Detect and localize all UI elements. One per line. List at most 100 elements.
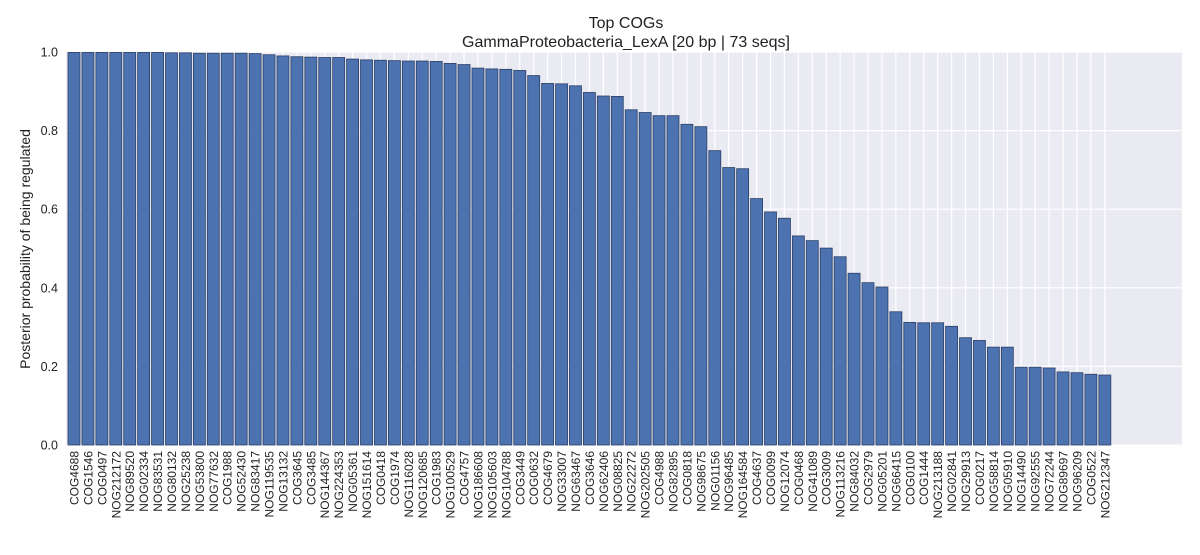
x-tick-label: NOG83417	[249, 451, 263, 512]
bar-COG0099	[764, 211, 777, 446]
x-tick-label: COG1444	[917, 451, 931, 505]
bar-COG0632	[527, 75, 541, 446]
x-tick-label: NOG22272	[625, 451, 639, 512]
bar-COG4988	[652, 115, 666, 446]
x-tick-label: NOG144367	[318, 451, 332, 519]
x-tick-label: NOG96485	[722, 451, 736, 512]
bar-COG0468	[791, 235, 805, 446]
bar-COG0418	[374, 59, 387, 446]
x-tick-label: NOG84032	[848, 451, 862, 512]
x-tick-label: NOG120685	[416, 451, 430, 519]
x-tick-label: NOG89697	[1057, 451, 1071, 512]
bar-NOG05361	[346, 58, 360, 446]
x-tick-label: NOG53800	[193, 451, 207, 512]
x-tick-label: NOG62406	[597, 451, 611, 512]
x-tick-label: NOG29913	[959, 451, 973, 512]
y-tick-label: 0.8	[41, 124, 58, 138]
bar-NOG224353	[332, 57, 346, 446]
x-tick-label: NOG213188	[931, 451, 945, 519]
x-tick-label: NOG89520	[123, 451, 137, 512]
bar-NOG52430	[234, 52, 248, 446]
bar-NOG53800	[192, 52, 206, 446]
bar-COG3449	[513, 70, 527, 446]
x-tick-label: NOG12074	[778, 451, 792, 512]
bar-NOG02334	[137, 51, 151, 446]
x-tick-label: NOG63467	[569, 451, 583, 512]
x-tick-label: NOG72244	[1043, 451, 1057, 512]
x-tick-label: NOG164584	[736, 451, 750, 519]
bar-COG1988	[220, 52, 234, 446]
x-tick-label: COG1974	[388, 451, 402, 505]
bar-NOG84032	[847, 272, 861, 446]
bar-COG0100	[903, 321, 917, 446]
x-tick-label: NOG82895	[666, 451, 680, 512]
y-tick-label: 1.0	[41, 46, 58, 60]
x-tick-label: NOG02841	[945, 451, 959, 512]
bar-NOG22272	[624, 109, 638, 446]
x-tick-label: NOG52430	[235, 451, 249, 512]
y-axis-label: Posterior probability of being regulated	[17, 129, 33, 369]
x-tick-label: COG0818	[680, 451, 694, 505]
bar-NOG83531	[151, 51, 164, 446]
x-tick-label: NOG01156	[708, 451, 722, 511]
bar-NOG83417	[248, 53, 262, 446]
x-tick-label: COG3009	[820, 451, 834, 505]
bar-COG2979	[861, 282, 875, 446]
x-tick-label: NOG96209	[1070, 451, 1084, 512]
x-tick-label: NOG119535	[263, 451, 277, 518]
bar-COG3646	[583, 92, 596, 446]
bar-COG0217	[973, 340, 986, 446]
x-tick-label: NOG100529	[444, 451, 458, 519]
bar-NOG14490	[1014, 366, 1028, 446]
bar-NOG12074	[778, 217, 791, 446]
y-tick-label: 0.4	[41, 281, 58, 295]
x-tick-label: COG4757	[458, 451, 472, 505]
x-tick-label: COG4637	[750, 451, 764, 505]
x-tick-label: NOG212347	[1098, 451, 1112, 519]
bar-COG0818	[680, 123, 694, 446]
bar-NOG63467	[569, 85, 582, 446]
x-tick-label: NOG13132	[276, 451, 290, 512]
x-tick-label: NOG14490	[1015, 451, 1029, 512]
bar-NOG01156	[708, 150, 722, 446]
chart-subtitle: GammaProteobacteria_LexA [20 bp | 73 seq…	[462, 34, 790, 51]
x-tick-label: NOG02334	[137, 451, 151, 512]
bar-NOG05910	[1000, 346, 1014, 446]
x-tick-label: NOG92555	[1029, 451, 1043, 512]
x-tick-label: NOG05201	[875, 451, 889, 512]
bar-NOG105603	[485, 68, 499, 446]
x-tick-label: NOG41089	[806, 451, 820, 512]
bar-COG3009	[819, 247, 833, 446]
x-tick-label: COG1983	[430, 451, 444, 505]
bar-NOG05201	[875, 286, 889, 446]
x-tick-label: NOG25238	[179, 451, 193, 512]
bar-NOG104788	[499, 68, 513, 446]
x-tick-label: NOG33007	[555, 451, 569, 512]
bar-NOG77632	[206, 52, 220, 446]
x-tick-label: NOG80132	[165, 451, 179, 512]
bar-NOG96209	[1070, 372, 1084, 446]
x-tick-label: COG3646	[583, 451, 597, 505]
x-tick-label: COG0418	[374, 451, 388, 505]
bar-NOG144367	[318, 57, 332, 446]
y-tick-label: 0.2	[41, 360, 58, 374]
bar-COG4679	[541, 83, 555, 446]
x-tick-label: NOG151614	[360, 451, 374, 519]
x-tick-label: NOG66415	[889, 451, 903, 512]
bar-NOG113216	[833, 256, 847, 446]
x-tick-label: COG1988	[221, 451, 235, 505]
bar-COG4688	[67, 51, 81, 446]
bar-NOG66415	[889, 311, 903, 446]
x-tick-label: NOG98675	[694, 451, 708, 512]
x-tick-label: NOG105603	[485, 451, 499, 519]
bar-COG3485	[304, 56, 318, 446]
x-tick-label: COG3645	[290, 451, 304, 505]
x-tick-label: NOG212172	[109, 451, 123, 519]
bar-NOG29913	[959, 337, 972, 446]
x-tick-label: NOG104788	[499, 451, 513, 519]
bar-NOG89697	[1056, 371, 1070, 446]
bars	[67, 51, 1112, 446]
bar-NOG13132	[276, 55, 290, 446]
